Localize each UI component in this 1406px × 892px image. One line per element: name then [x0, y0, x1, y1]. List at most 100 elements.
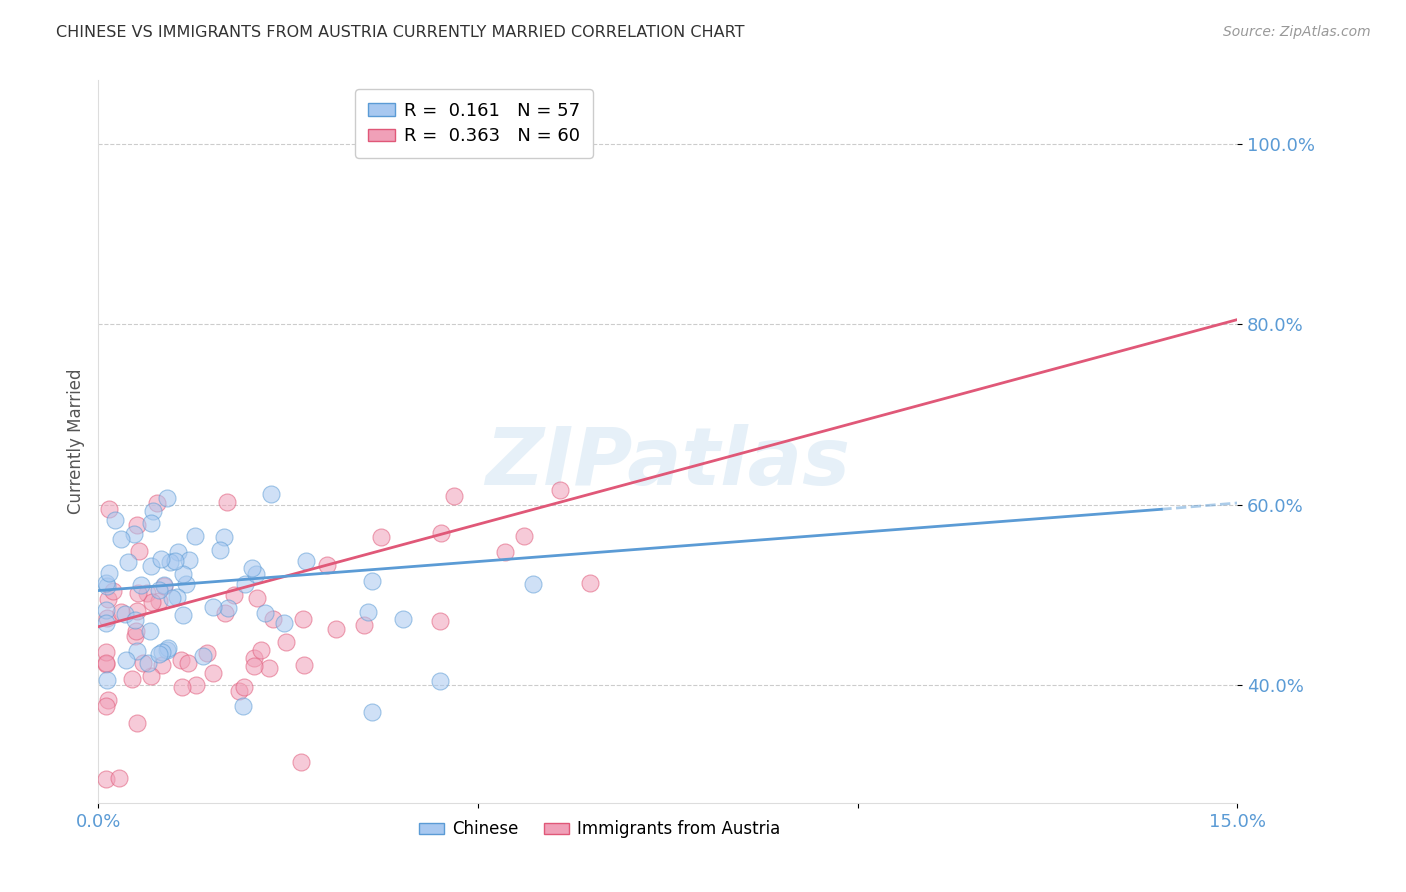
- Point: [142, 504, 165, 518]
- Point: [136, 656, 159, 670]
- Text: Source: ZipAtlas.com: Source: ZipAtlas.com: [1223, 25, 1371, 39]
- Text: CHINESE VS IMMIGRANTS FROM AUSTRIA CURRENTLY MARRIED CORRELATION CHART: CHINESE VS IMMIGRANTS FROM AUSTRIA CURRE…: [56, 25, 745, 40]
- Point: [156, 491, 179, 505]
- Point: [128, 544, 150, 558]
- Point: [290, 755, 312, 769]
- Point: [97, 692, 120, 706]
- Point: [148, 594, 170, 608]
- Point: [94, 576, 117, 591]
- Point: [146, 496, 169, 510]
- Point: [97, 592, 120, 607]
- Point: [139, 669, 162, 683]
- Point: [245, 566, 267, 581]
- Point: [141, 595, 163, 609]
- Point: [548, 483, 571, 497]
- Point: [172, 680, 194, 694]
- Point: [246, 591, 269, 605]
- Point: [429, 674, 451, 689]
- Point: [273, 615, 295, 630]
- Point: [96, 603, 118, 617]
- Point: [152, 579, 174, 593]
- Point: [177, 657, 200, 671]
- Point: [232, 699, 254, 714]
- Point: [148, 583, 170, 598]
- Point: [294, 553, 316, 567]
- Point: [110, 532, 132, 546]
- Point: [522, 577, 544, 591]
- Point: [243, 659, 266, 673]
- Point: [114, 607, 136, 622]
- Point: [96, 579, 118, 593]
- Point: [166, 590, 188, 604]
- Point: [124, 613, 146, 627]
- Point: [184, 528, 207, 542]
- Point: [513, 529, 536, 543]
- Point: [148, 647, 170, 661]
- Point: [132, 657, 155, 671]
- Point: [257, 661, 280, 675]
- Point: [162, 591, 184, 606]
- Point: [316, 558, 339, 573]
- Point: [157, 640, 180, 655]
- Point: [357, 605, 380, 619]
- Point: [98, 566, 121, 580]
- Point: [153, 578, 176, 592]
- Point: [243, 651, 266, 665]
- Point: [125, 716, 148, 731]
- Point: [156, 643, 179, 657]
- Point: [215, 494, 238, 508]
- Point: [392, 612, 415, 626]
- Point: [202, 666, 225, 681]
- Point: [214, 530, 236, 544]
- Point: [195, 646, 218, 660]
- Point: [121, 672, 143, 686]
- Point: [254, 606, 277, 620]
- Point: [370, 530, 392, 544]
- Point: [172, 567, 194, 582]
- Point: [240, 561, 263, 575]
- Point: [291, 612, 314, 626]
- Point: [325, 622, 347, 636]
- Point: [250, 643, 273, 657]
- Point: [150, 657, 173, 672]
- Point: [94, 645, 117, 659]
- Text: ZIPatlas: ZIPatlas: [485, 425, 851, 502]
- Point: [124, 624, 146, 638]
- Point: [96, 673, 118, 687]
- Point: [429, 614, 451, 628]
- Point: [94, 699, 117, 714]
- Point: [274, 634, 297, 648]
- Point: [224, 588, 246, 602]
- Point: [353, 617, 375, 632]
- Point: [443, 489, 465, 503]
- Point: [127, 644, 149, 658]
- Point: [117, 555, 139, 569]
- Point: [361, 574, 384, 588]
- Point: [191, 648, 214, 663]
- Point: [228, 684, 250, 698]
- Point: [122, 527, 145, 541]
- Point: [127, 604, 149, 618]
- Point: [260, 487, 283, 501]
- Point: [165, 554, 187, 568]
- Point: [172, 607, 194, 622]
- Point: [135, 586, 157, 600]
- Point: [131, 577, 153, 591]
- Point: [110, 605, 132, 619]
- Point: [104, 513, 127, 527]
- Point: [125, 517, 148, 532]
- Point: [579, 576, 602, 591]
- Point: [94, 657, 117, 672]
- Point: [124, 629, 146, 643]
- Point: [494, 545, 516, 559]
- Legend: Chinese, Immigrants from Austria: Chinese, Immigrants from Austria: [412, 814, 787, 845]
- Point: [159, 556, 181, 570]
- Point: [209, 542, 232, 557]
- Point: [127, 586, 149, 600]
- Point: [94, 615, 117, 630]
- Point: [94, 656, 117, 670]
- Point: [98, 502, 121, 516]
- Point: [233, 680, 256, 694]
- Point: [170, 653, 193, 667]
- Point: [360, 706, 382, 720]
